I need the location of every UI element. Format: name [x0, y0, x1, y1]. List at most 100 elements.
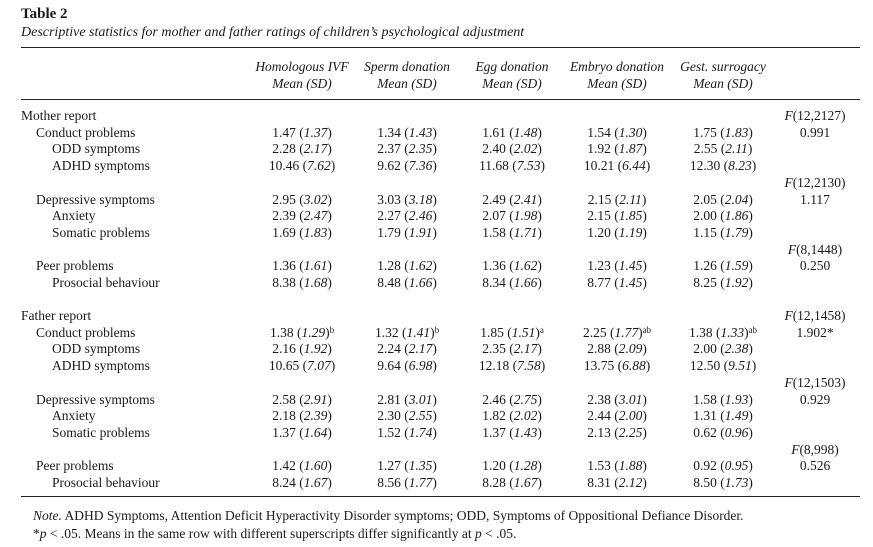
cell-mean: 8.50 (: [693, 475, 725, 490]
cell-mean: 2.16 (: [272, 341, 304, 357]
cell-mean: 1.32 (: [374, 324, 407, 340]
cell-paren: ): [432, 475, 437, 490]
cell-paren: ): [325, 324, 330, 340]
cell-mean: 2.38 (: [587, 391, 619, 407]
table-cell: 9.62 (7.36): [352, 158, 462, 174]
row-label: Peer problems: [36, 458, 114, 474]
column-header: Gest. surrogacy Mean (SD): [663, 58, 783, 92]
cell-paren: ): [748, 224, 753, 240]
column-header-name: Homologous IVF: [255, 59, 349, 74]
cell-sd: 9.51: [728, 358, 752, 374]
note-text3: < .05.: [481, 526, 517, 541]
cell-paren: ): [642, 141, 647, 157]
column-header: Embryo donation Mean (SD): [557, 58, 677, 92]
cell-mean: 1.36 (: [272, 258, 304, 274]
table-cell: 2.40 (2.02): [457, 141, 567, 157]
cell-paren: ): [327, 458, 332, 474]
cell-mean: 1.37 (: [272, 424, 304, 440]
row-label: Prosocial behaviour: [52, 275, 160, 290]
table-cell: 8.48 (1.66): [352, 275, 462, 291]
cell-mean: 1.92 (: [587, 141, 619, 157]
column-header-sub: Mean (SD): [587, 76, 647, 91]
table-cell: 1.54 (1.30): [562, 125, 672, 141]
cell-sd: 7.62: [307, 158, 331, 174]
table-cell: 3.03 (3.18): [352, 192, 462, 208]
cell-mean: 1.61 (: [482, 124, 514, 140]
table-cell: 2.39 (2.47): [247, 208, 357, 224]
cell-sd: 1.43: [408, 124, 433, 140]
row-label: Somatic problems: [52, 424, 150, 440]
table-cell: 1.37 (1.43): [457, 425, 567, 441]
cell-mean: 8.56 (: [377, 475, 409, 490]
cell-mean: 2.25 (: [582, 324, 615, 340]
cell-paren: ): [432, 124, 437, 140]
f-statistic-value: 1.902*: [796, 324, 834, 340]
cell-sd: 1.67: [303, 475, 328, 490]
cell-mean: 1.36 (: [482, 258, 514, 274]
table-cell: 11.68 (7.53): [457, 158, 567, 174]
cell-sd: 3.01: [408, 391, 433, 407]
cell-paren: ): [748, 208, 753, 224]
cell-mean: 2.95 (: [272, 191, 304, 207]
note-text2: < .05. Means in the same row with differ…: [46, 526, 476, 541]
table-cell: 8.50 (1.73): [668, 475, 778, 491]
cell-paren: ): [540, 358, 546, 374]
cell-mean: 2.40 (: [482, 141, 514, 157]
cell-sd: 1.41: [406, 324, 431, 340]
cell-paren: ): [748, 424, 753, 440]
table-cell: 2.07 (1.98): [457, 208, 567, 224]
cell-paren: ): [540, 158, 545, 174]
cell-paren: ): [642, 475, 647, 490]
f-statistic-value: 0.250: [799, 258, 831, 274]
column-header: Homologous IVF Mean (SD): [242, 58, 362, 92]
row-label: ADHD symptoms: [52, 158, 150, 174]
cell-sd: 1.88: [618, 458, 643, 474]
table-cell: 2.28 (2.17): [247, 141, 357, 157]
row-label: Conduct problems: [36, 124, 136, 140]
cell-mean: 0.92 (: [693, 458, 725, 474]
cell-sd: 2.04: [724, 191, 749, 207]
cell-paren: ): [642, 124, 647, 140]
cell-paren: ): [432, 358, 437, 374]
cell-paren: ): [748, 124, 753, 140]
cell-paren: ): [535, 324, 540, 340]
cell-mean: 1.20 (: [482, 458, 514, 474]
table-cell: 2.37 (2.35): [352, 141, 462, 157]
cell-sd: 7.07: [307, 358, 331, 374]
cell-mean: 1.75 (: [693, 124, 725, 140]
cell-paren: ): [432, 191, 437, 207]
section-label: Mother report: [21, 108, 97, 123]
cell-paren: ): [430, 324, 435, 340]
cell-mean: 1.69 (: [272, 224, 304, 240]
cell-sd: 2.11: [619, 191, 642, 207]
cell-paren: ): [748, 275, 753, 290]
cell-mean: 1.58 (: [693, 391, 725, 407]
cell-paren: ): [645, 158, 651, 174]
f-statistic-label: F(12,2130): [765, 175, 865, 191]
cell-paren: ): [327, 391, 332, 407]
cell-paren: ): [537, 224, 542, 240]
cell-sd: 1.92: [303, 341, 328, 357]
f-df: (8,998): [799, 441, 839, 457]
cell-paren: ): [751, 158, 757, 174]
cell-mean: 1.42 (: [272, 458, 304, 474]
table-cell: 1.38 (1.29)b: [247, 325, 357, 341]
cell-mean: 10.21 (: [583, 158, 623, 174]
cell-mean: 9.62 (: [377, 158, 409, 174]
cell-mean: 8.48 (: [377, 275, 409, 290]
f-statistic-label: F(12,2127): [765, 108, 865, 124]
row-label: Conduct problems: [36, 324, 136, 340]
cell-sd: 1.98: [513, 208, 538, 224]
cell-sd: 8.23: [728, 158, 752, 174]
cell-mean: 1.54 (: [587, 124, 619, 140]
cell-sd: 1.68: [303, 275, 328, 290]
table-cell: 1.42 (1.60): [247, 458, 357, 474]
cell-sd: 2.17: [513, 341, 538, 357]
f-symbol: F: [784, 308, 793, 323]
cell-sd: 2.39: [303, 408, 328, 424]
cell-sd: 2.47: [303, 208, 328, 224]
table-cell: 1.34 (1.43): [352, 125, 462, 141]
section-label: Father report: [21, 308, 92, 323]
row-label: Somatic problems: [52, 224, 150, 240]
table-cell: 8.56 (1.77): [352, 475, 462, 491]
